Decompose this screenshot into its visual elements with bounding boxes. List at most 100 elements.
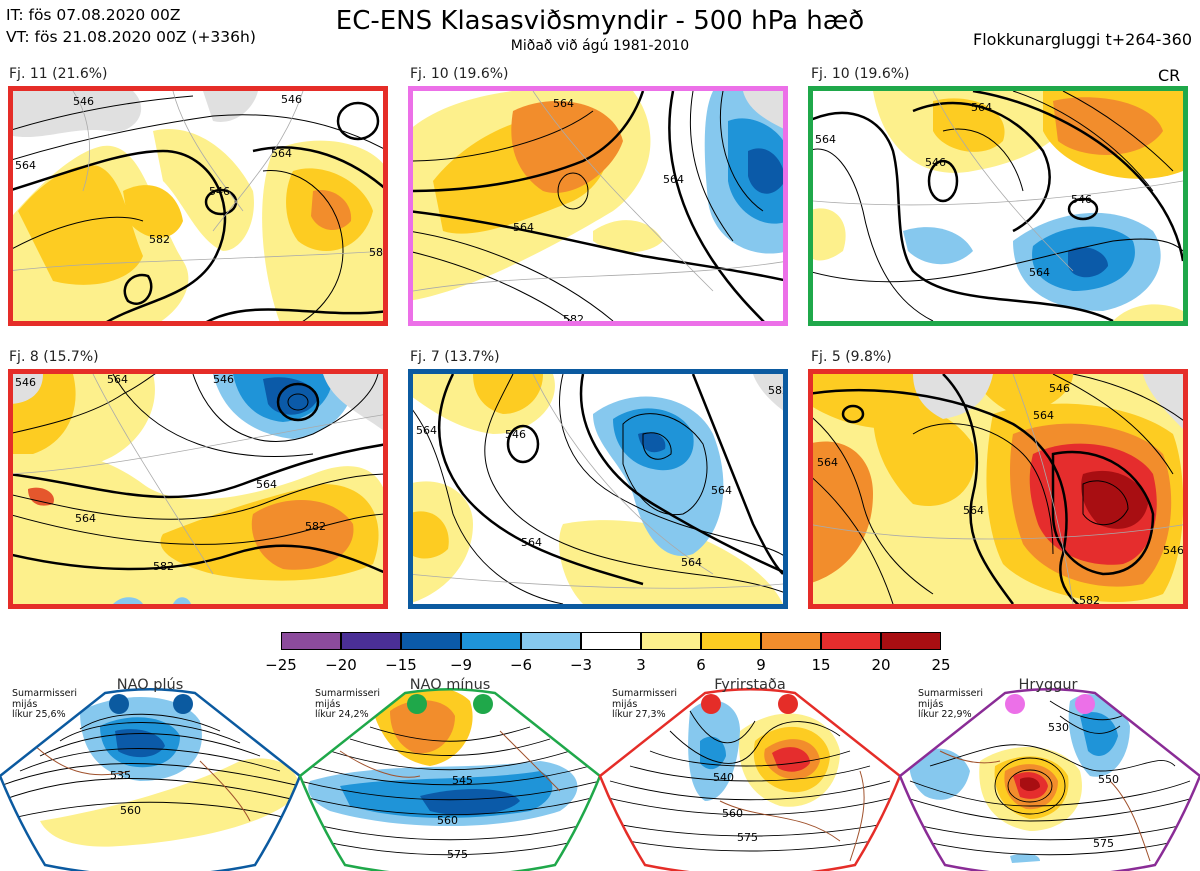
contour-label: 564 <box>711 484 732 497</box>
regime-frame <box>598 688 902 871</box>
cluster-map-6[interactable]: 546 546 564 564 564 582 <box>808 369 1188 609</box>
regime-dot <box>778 694 798 714</box>
contour-label: 530 <box>1048 721 1069 734</box>
contour-label: 546 <box>1071 193 1092 206</box>
regime-info-blocking: Sumarmisseri mijás líkur 27,3% <box>612 688 678 720</box>
contour-label: 564 <box>681 556 702 569</box>
contour-label: 564 <box>271 147 292 160</box>
contour-label: 575 <box>737 831 758 844</box>
regime-frame <box>298 688 602 871</box>
cluster-label-6: Fj. 5 (9.8%) <box>811 349 892 365</box>
regime-map-nao-minus <box>300 689 600 856</box>
regime-frame <box>0 688 302 871</box>
contour-label: 564 <box>815 133 836 146</box>
cluster-map-5[interactable]: 546 564 564 564 564 582 582 <box>408 369 788 609</box>
cluster-map-2[interactable]: 564 564 564 582 582 <box>408 86 788 326</box>
contour-label: 564 <box>107 374 128 386</box>
regime-dot <box>701 694 721 714</box>
contour-label: 582 <box>563 313 584 321</box>
colorbar-tick: 25 <box>931 656 951 674</box>
regime-title-ridge: Hryggur <box>1018 677 1078 693</box>
colorbar-cell <box>521 632 581 650</box>
colorbar-tick: −9 <box>449 656 473 674</box>
contour-label: 564 <box>521 536 542 549</box>
cluster-label-5: Fj. 7 (13.7%) <box>410 349 500 365</box>
regime-maps: 535 560 545 560 575 540 560 575 530 550 … <box>0 688 1200 871</box>
regime-dot <box>407 694 427 714</box>
contour-label: 535 <box>110 769 131 782</box>
contour-label: 546 <box>213 374 234 386</box>
regime-info-nao-minus: Sumarmisseri mijás líkur 24,2% <box>315 688 381 720</box>
contour-label: 575 <box>1093 837 1114 850</box>
contour-label: 545 <box>452 774 473 787</box>
colorbar-cell <box>581 632 641 650</box>
contour-label: 546 <box>15 376 36 389</box>
contour-label: 582 <box>153 560 174 573</box>
cluster-map-3[interactable]: 546 546 564 564 564 582 <box>808 86 1188 326</box>
cluster-label-2: Fj. 10 (19.6%) <box>410 66 509 82</box>
contour-label: 546 <box>505 428 526 441</box>
contour-label: 546 <box>1049 382 1070 395</box>
regime-dot <box>109 694 129 714</box>
contour-label: 540 <box>713 771 734 784</box>
colorbar-cell <box>641 632 701 650</box>
contour-label: 546 <box>73 95 94 108</box>
colorbar-cell <box>881 632 941 650</box>
colorbar-cell <box>341 632 401 650</box>
page-title: EC-ENS Klasasviðsmyndir - 500 hPa hæð <box>335 6 865 36</box>
contour-label: 564 <box>817 456 838 469</box>
contour-label: 550 <box>1098 773 1119 786</box>
regime-frame <box>898 688 1200 871</box>
colorbar-tick: −20 <box>325 656 357 674</box>
regime-info-ridge: Sumarmisseri mijás líkur 22,9% <box>918 688 984 720</box>
cluster-map-4[interactable]: 546 546 564 564 564 582 582 <box>8 369 388 609</box>
colorbar-cell <box>401 632 461 650</box>
contour-label: 564 <box>416 424 437 437</box>
colorbar-cell <box>281 632 341 650</box>
init-time: IT: fös 07.08.2020 00Z <box>6 6 181 24</box>
contour-label: 564 <box>256 478 277 491</box>
regime-map-blocking <box>600 700 900 862</box>
colorbar-tick: 20 <box>871 656 891 674</box>
regime-dot <box>1005 694 1025 714</box>
regime-dot <box>473 694 493 714</box>
run-info: IT: fös 07.08.2020 00Z VT: fös 21.08.202… <box>6 4 256 48</box>
colorbar-tick: 15 <box>811 656 831 674</box>
contour-label: 575 <box>447 848 468 861</box>
regime-dot <box>1075 694 1095 714</box>
contour-label: 564 <box>1029 266 1050 279</box>
colorbar-tick: −6 <box>509 656 533 674</box>
contour-label: 564 <box>1033 409 1054 422</box>
colorbar-cell <box>821 632 881 650</box>
colorbar-tick: 6 <box>696 656 706 674</box>
contour-label: 546 <box>925 156 946 169</box>
colorbar-tick: −25 <box>265 656 297 674</box>
contour-label: 582 <box>768 384 783 397</box>
contour-label: 582 <box>305 520 326 533</box>
regime-dot <box>173 694 193 714</box>
regime-map-ridge <box>900 694 1200 863</box>
page-subtitle: Miðað við ágú 1981-2010 <box>510 38 690 54</box>
regime-info-nao-plus: Sumarmisseri mijás líkur 25,6% <box>12 688 78 720</box>
regime-title-nao-minus: NAO mínus <box>409 677 491 693</box>
contour-label: 564 <box>75 512 96 525</box>
contour-label: 564 <box>663 173 684 186</box>
contour-label: 560 <box>722 807 743 820</box>
contour-label: 564 <box>971 101 992 114</box>
contour-label: 546 <box>281 93 302 106</box>
regime-map-nao-plus <box>0 697 300 847</box>
contour-label: 564 <box>553 97 574 110</box>
contour-label: 582 <box>149 233 170 246</box>
cluster-label-1: Fj. 11 (21.6%) <box>9 66 108 82</box>
colorbar-tick: 3 <box>636 656 646 674</box>
contour-label: 582 <box>369 246 383 259</box>
contour-label: 546 <box>209 185 230 198</box>
contour-label: 560 <box>120 804 141 817</box>
colorbar-cell <box>761 632 821 650</box>
contour-label: 582 <box>1079 594 1100 604</box>
cluster-map-1[interactable]: 546 546 546 564 564 582 582 582 <box>8 86 388 326</box>
cluster-label-4: Fj. 8 (15.7%) <box>9 349 99 365</box>
contour-label: 564 <box>513 221 534 234</box>
colorbar-tick: 9 <box>756 656 766 674</box>
regime-title-blocking: Fyrirstaða <box>714 677 786 693</box>
